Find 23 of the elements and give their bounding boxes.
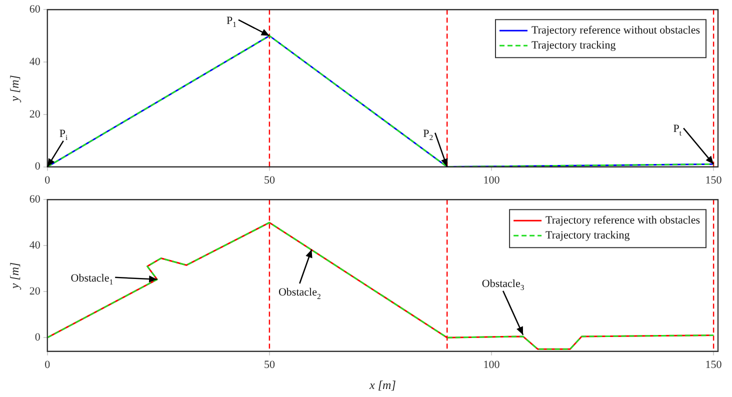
x-tick-label: 0: [44, 174, 51, 186]
legend-label: Trajectory tracking: [546, 229, 630, 242]
y-tick-label: 0: [34, 160, 41, 173]
x-tick-label: 0: [44, 358, 51, 371]
y-tick-label: 60: [29, 3, 41, 16]
x-tick-label: 50: [264, 358, 276, 371]
x-tick-label: 100: [483, 358, 500, 371]
x-tick-label: 50: [264, 174, 276, 186]
y-tick-label: 40: [29, 56, 41, 68]
x-tick-label: 100: [483, 174, 500, 186]
x-axis-title: x [m]: [368, 378, 396, 392]
y-axis-title: y [m]: [7, 74, 22, 102]
y-tick-label: 20: [29, 285, 41, 298]
y-tick-label: 60: [29, 193, 41, 206]
y-tick-label: 0: [34, 331, 41, 344]
x-tick-label: 150: [705, 174, 722, 186]
y-tick-label: 40: [29, 239, 41, 252]
legend-label: Trajectory reference without obstacles: [532, 24, 700, 36]
y-axis-title: y [m]: [7, 262, 22, 290]
y-tick-label: 20: [29, 108, 41, 120]
legend-label: Trajectory reference with obstacles: [546, 214, 700, 226]
legend-label: Trajectory tracking: [532, 39, 616, 52]
x-tick-label: 150: [705, 358, 722, 371]
